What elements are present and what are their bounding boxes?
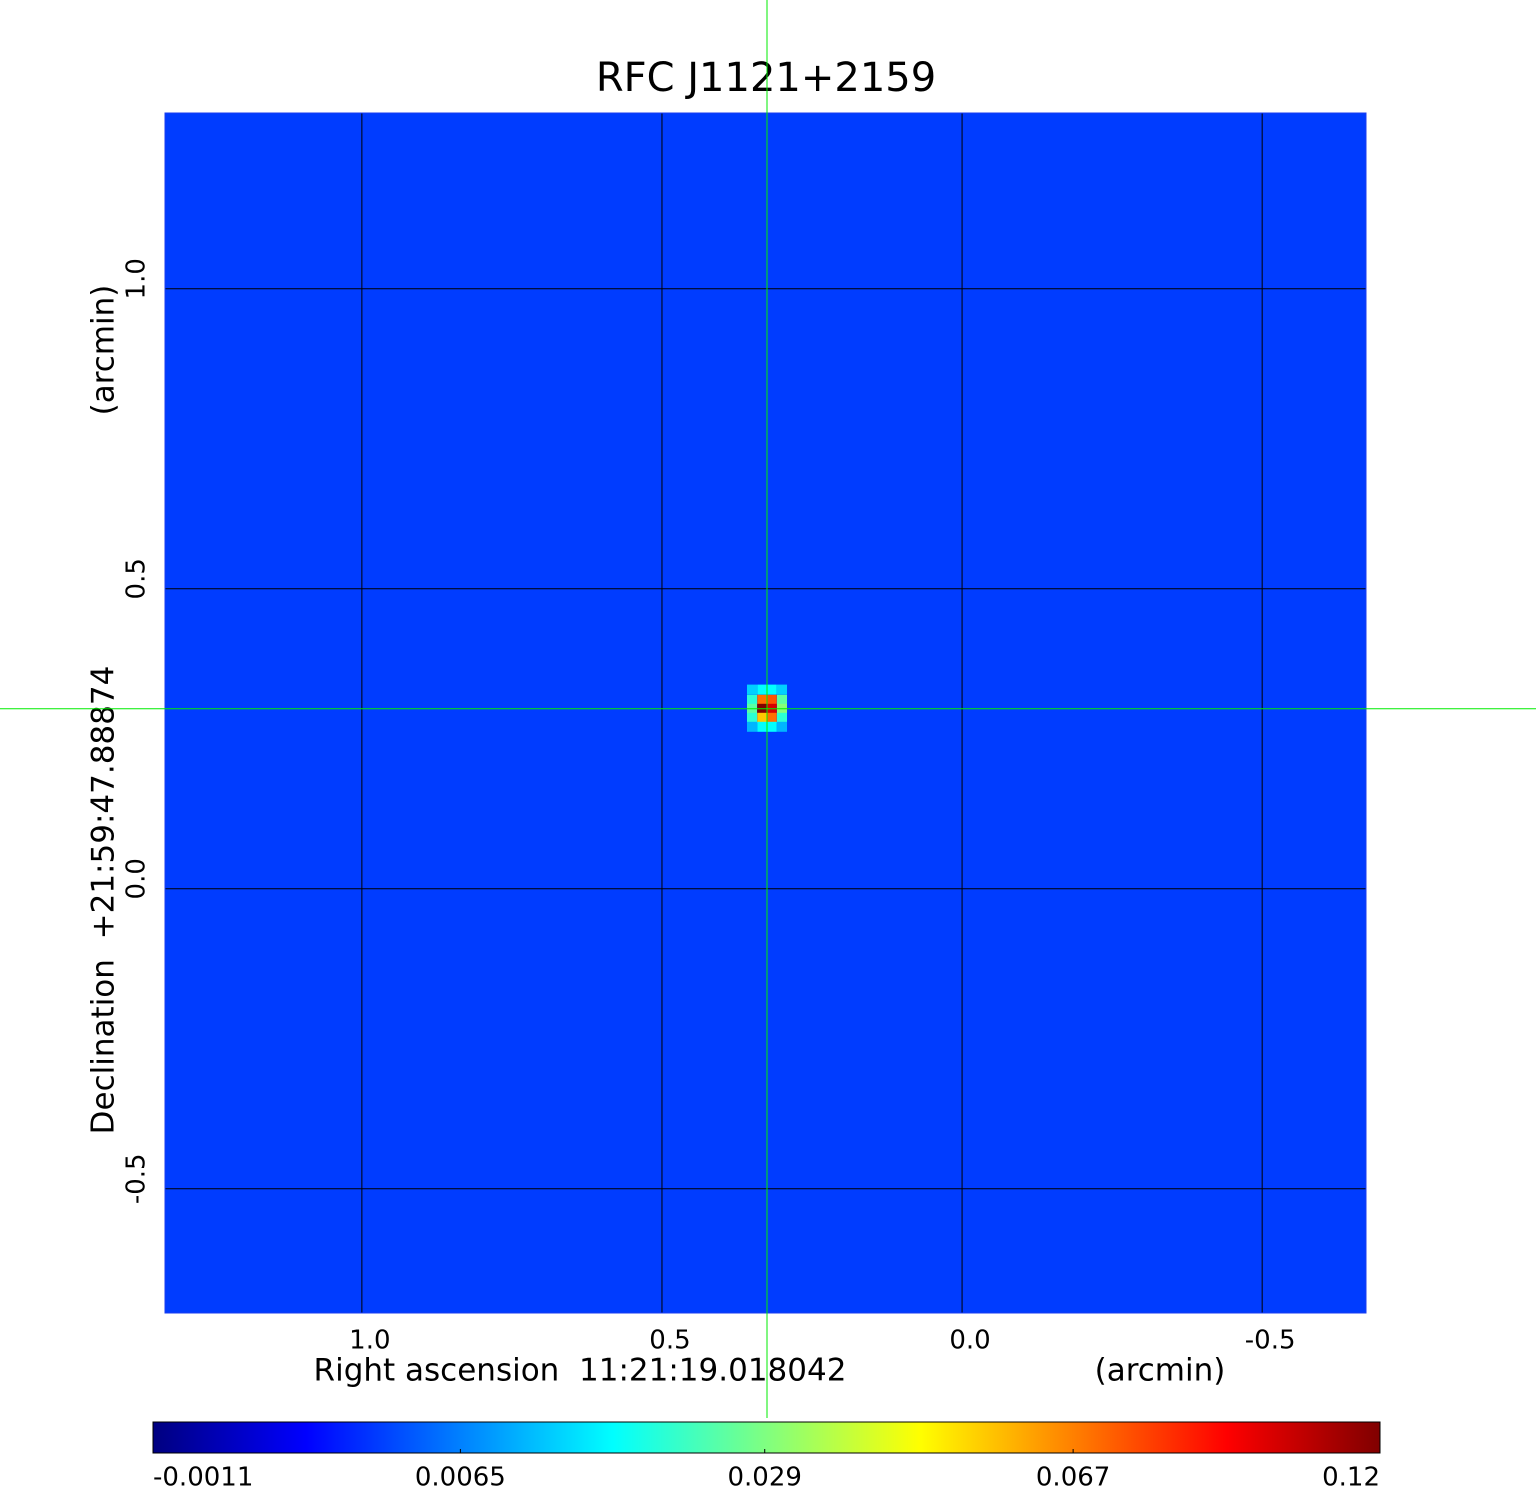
pixel — [757, 712, 768, 723]
chart-title: RFC J1121+2159 — [596, 55, 936, 101]
pixel — [746, 712, 757, 723]
pixel — [777, 684, 788, 695]
y-axis-unit: (arcmin) — [86, 285, 122, 416]
pixel — [746, 721, 757, 732]
colorbar-tick-label: 0.067 — [1036, 1463, 1110, 1493]
pixel — [766, 721, 777, 732]
pixel — [766, 694, 777, 705]
pixel — [777, 694, 788, 705]
plot-frame — [164, 112, 1367, 1314]
pixel — [766, 684, 777, 695]
y-tick-label: -0.5 — [122, 1153, 152, 1204]
colorbar-tick-label: 0.12 — [1322, 1463, 1380, 1493]
x-tick-label: 1.0 — [349, 1326, 390, 1356]
x-tick-label: 0.5 — [649, 1326, 690, 1356]
colorbar-tick-label: 0.029 — [728, 1463, 802, 1493]
x-tick-label: 0.0 — [949, 1326, 990, 1356]
x-tick-label: -0.5 — [1245, 1326, 1296, 1356]
pixel — [746, 694, 757, 705]
pixel — [777, 712, 788, 723]
pixel — [777, 721, 788, 732]
pixel — [757, 694, 768, 705]
colorbar — [152, 1421, 1381, 1454]
pixel — [757, 721, 768, 732]
pixel — [766, 712, 777, 723]
y-tick-label: 1.0 — [122, 258, 152, 299]
pixel — [757, 684, 768, 695]
y-tick-label: 0.5 — [122, 558, 152, 599]
colorbar-tick-label: 0.0065 — [415, 1463, 506, 1493]
x-axis-unit: (arcmin) — [1095, 1353, 1226, 1389]
y-tick-label: 0.0 — [122, 858, 152, 899]
x-axis-label: Right ascension 11:21:19.018042 — [314, 1353, 847, 1389]
pixel — [746, 684, 757, 695]
y-axis-label: Declination +21:59:47.88874 — [86, 666, 122, 1135]
colorbar-tick-label: -0.0011 — [153, 1463, 253, 1493]
